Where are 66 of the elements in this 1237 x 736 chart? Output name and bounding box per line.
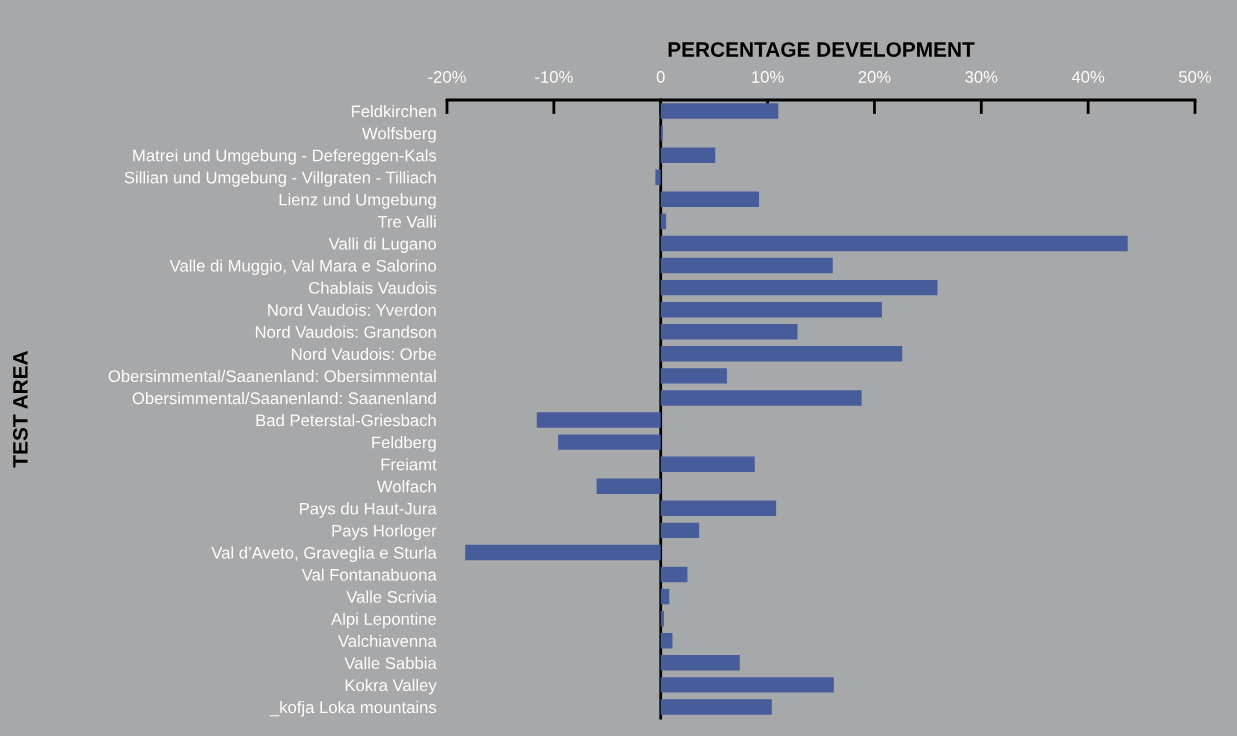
y-tick-label: Freiamt <box>381 458 437 471</box>
y-tick-label: Sillian und Umgebung - Villgraten - Tilliach <box>124 171 436 187</box>
x-tick-label: 10% <box>752 71 784 83</box>
x-tick-label: 0 <box>656 71 665 83</box>
x-tick-label: -20% <box>428 71 466 83</box>
bar <box>660 566 688 583</box>
y-tick-label: Alpi Lepontine <box>331 612 436 629</box>
bar <box>660 279 938 296</box>
bar <box>660 213 667 230</box>
bar <box>655 169 661 185</box>
bar <box>660 235 1128 252</box>
bar <box>660 147 716 163</box>
bar <box>660 588 670 605</box>
y-tick-label: Lienz und Umgebung <box>279 193 436 209</box>
y-tick-label: Matrei und Umgebung - Defereggen-Kals <box>133 149 437 165</box>
y-tick-label: Pays du Haut-Jura <box>300 502 437 518</box>
y-tick-label: Obersimmental/Saanenland: Obersimmental <box>108 369 436 383</box>
bar <box>660 633 673 649</box>
bar <box>660 346 903 362</box>
bar <box>660 257 833 274</box>
bar <box>660 125 663 141</box>
x-tick-label: -10% <box>535 71 573 83</box>
y-axis-title: TEST AREA <box>12 350 28 468</box>
bar <box>660 677 834 693</box>
bar <box>660 324 798 340</box>
bar <box>660 191 760 208</box>
y-tick-label: Wolfach <box>376 480 436 493</box>
y-tick-label: Val Fontanabuona <box>301 568 437 581</box>
bar <box>660 699 772 715</box>
y-tick-label: Valle Sabbia <box>344 656 437 670</box>
bar <box>660 610 664 627</box>
x-axis-title: PERCENTAGE DEVELOPMENT <box>668 42 975 57</box>
bar <box>660 522 700 539</box>
bar <box>660 390 862 406</box>
bar <box>596 478 661 494</box>
bar <box>660 103 779 119</box>
y-tick-label: Feldberg <box>372 436 436 452</box>
x-tick-label: 40% <box>1071 71 1105 83</box>
bar <box>660 655 740 671</box>
y-tick-label: Pays Horloger <box>332 524 437 540</box>
y-tick-label: _kofja Loka mountains <box>269 700 437 717</box>
bar <box>660 368 727 384</box>
x-tick-label: 20% <box>858 71 891 83</box>
bar <box>660 456 755 472</box>
bar <box>660 301 882 318</box>
bar <box>536 412 661 428</box>
y-tick-label: Bad Peterstal-Griesbach <box>256 414 436 427</box>
y-tick-label: Nord Vaudois: Orbe <box>292 347 436 361</box>
bar <box>465 544 661 561</box>
y-tick-label: Obersimmental/Saanenland: Saanenland <box>132 391 436 405</box>
bar <box>558 434 661 450</box>
y-tick-label: Valli di Lugano <box>328 237 437 253</box>
y-tick-label: Kokra Valley <box>345 678 437 695</box>
y-tick-label: Nord Vaudois: Yverdon <box>268 303 436 316</box>
y-tick-label: Tre Valli <box>377 215 436 228</box>
y-tick-label: Valle di Muggio, Val Mara e Salorino <box>169 259 437 276</box>
y-tick-label: Wolfsberg <box>362 127 436 143</box>
x-tick-label: 30% <box>965 71 998 83</box>
bar <box>660 500 777 517</box>
y-tick-label: Valchiavenna <box>337 634 437 647</box>
y-tick-label: Feldkirchen <box>351 105 436 118</box>
x-tick-label: 50% <box>1178 71 1212 83</box>
y-tick-label: Nord Vaudois: Grandson <box>255 325 436 338</box>
y-tick-label: Val d’Aveto, Graveglia e Sturla <box>211 546 437 562</box>
y-tick-label: Chablais Vaudois <box>309 281 437 294</box>
y-tick-label: Valle Scrivia <box>346 590 437 603</box>
